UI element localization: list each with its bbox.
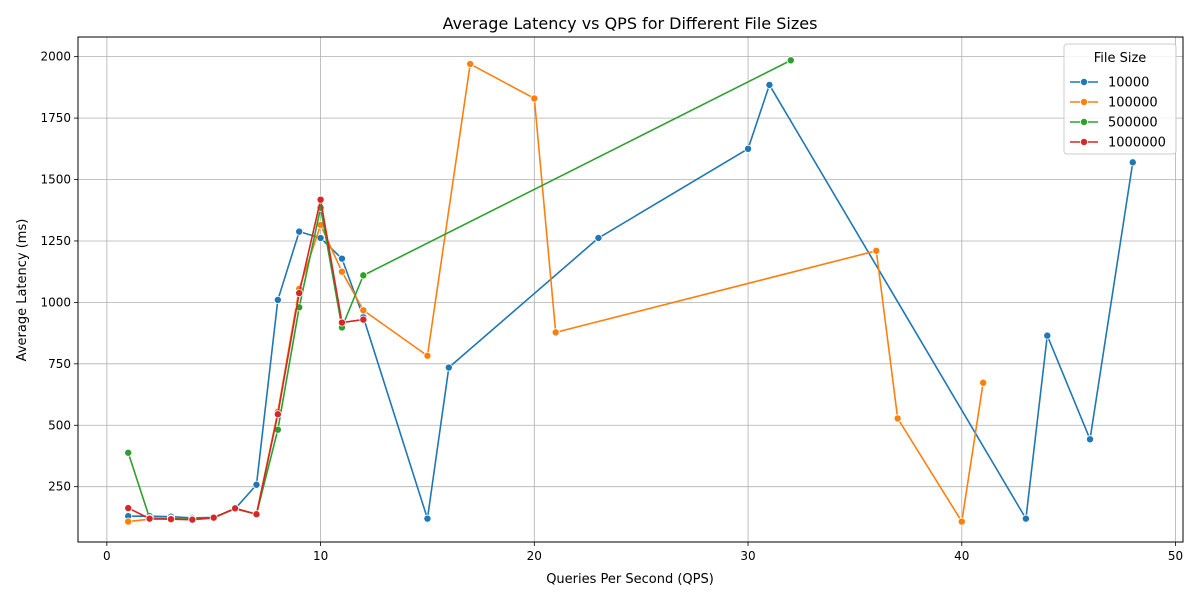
data-point — [145, 514, 154, 523]
data-point — [594, 234, 603, 243]
x-tick-label: 30 — [740, 549, 755, 563]
data-point — [273, 295, 282, 304]
data-point — [316, 234, 325, 243]
legend-item-1000000: 1000000 — [1070, 136, 1166, 151]
data-point — [1128, 158, 1137, 167]
data-point — [316, 195, 325, 204]
y-tick-label: 1250 — [40, 234, 71, 248]
legend-marker — [1080, 98, 1089, 107]
data-point — [124, 448, 133, 457]
legend-label: 100000 — [1108, 96, 1158, 111]
chart-title: Average Latency vs QPS for Different Fil… — [443, 14, 818, 33]
axis-ticks: 0 10 20 30 40 50 250 500 750 1000 1250 1500 1750 2000 — [40, 50, 1183, 563]
data-point — [957, 517, 966, 526]
data-point — [423, 351, 432, 360]
data-point — [1021, 514, 1030, 523]
legend-item-500000: 500000 — [1070, 116, 1158, 131]
data-point — [209, 513, 218, 522]
data-point — [273, 410, 282, 419]
data-point — [295, 289, 304, 298]
data-point — [359, 271, 368, 280]
data-point — [1086, 435, 1095, 444]
data-point — [252, 480, 261, 489]
grid — [78, 37, 1183, 542]
legend-label: 500000 — [1108, 116, 1158, 131]
x-tick-label: 0 — [103, 549, 111, 563]
data-point — [1043, 331, 1052, 340]
y-tick-label: 750 — [48, 357, 71, 371]
data-point — [337, 267, 346, 276]
x-tick-label: 20 — [527, 549, 542, 563]
data-point — [979, 378, 988, 387]
y-tick-label: 500 — [48, 418, 71, 432]
data-point — [359, 315, 368, 324]
data-point — [124, 517, 133, 526]
data-point — [893, 414, 902, 423]
y-tick-label: 1750 — [40, 111, 71, 125]
x-tick-label: 50 — [1168, 549, 1183, 563]
legend-marker — [1080, 137, 1089, 146]
legend-marker — [1080, 118, 1089, 127]
legend-items: 10000 100000 500000 1000000 — [1070, 76, 1166, 151]
data-point — [124, 504, 133, 513]
data-point — [359, 306, 368, 315]
legend-marker — [1080, 78, 1089, 87]
x-axis-label: Queries Per Second (QPS) — [546, 572, 714, 587]
y-tick-label: 2000 — [40, 50, 71, 64]
legend-title: File Size — [1094, 51, 1147, 66]
y-tick-label: 250 — [48, 480, 71, 494]
data-point — [551, 328, 560, 337]
legend-label: 10000 — [1108, 76, 1149, 91]
data-point — [765, 80, 774, 89]
data-point — [466, 60, 475, 69]
data-point — [872, 246, 881, 255]
x-tick-label: 10 — [313, 549, 328, 563]
y-tick-label: 1000 — [40, 295, 71, 309]
y-axis-label: Average Latency (ms) — [15, 219, 30, 362]
data-point — [444, 363, 453, 372]
legend-item-10000: 10000 — [1070, 76, 1149, 91]
series-layer — [124, 56, 1137, 526]
data-point — [744, 144, 753, 153]
data-point — [252, 510, 261, 519]
data-point — [337, 318, 346, 327]
x-tick-label: 40 — [954, 549, 969, 563]
data-point — [530, 94, 539, 103]
series-1000000 — [124, 195, 368, 524]
data-point — [423, 514, 432, 523]
legend-box — [1063, 43, 1177, 155]
data-point — [166, 515, 175, 524]
data-point — [337, 254, 346, 263]
legend-label: 1000000 — [1108, 136, 1166, 151]
legend-item-100000: 100000 — [1070, 96, 1158, 111]
data-point — [786, 56, 795, 65]
data-point — [295, 227, 304, 236]
data-point — [188, 515, 197, 524]
data-point — [231, 504, 240, 513]
y-tick-label: 1500 — [40, 173, 71, 187]
plot-frame — [77, 36, 1184, 543]
legend: File Size 10000 100000 500000 1000000 — [1063, 43, 1177, 155]
